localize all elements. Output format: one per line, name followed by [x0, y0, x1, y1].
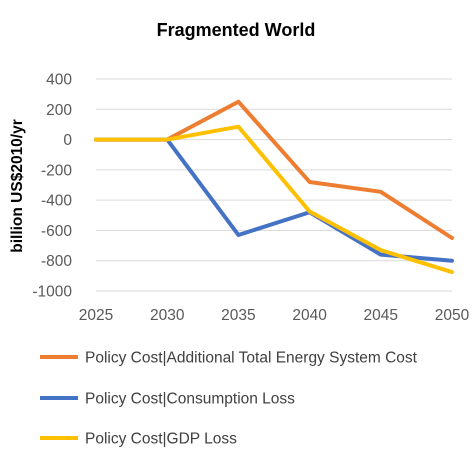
y-tick-label: 400: [46, 72, 72, 89]
y-tick-label: 0: [63, 132, 72, 149]
legend-label: Policy Cost|GDP Loss: [85, 431, 237, 448]
x-tick-label: 2040: [292, 307, 327, 324]
x-tick-label: 2030: [150, 307, 185, 324]
series-line-3: [94, 124, 454, 275]
y-tick-label: -1000: [32, 284, 72, 301]
chart-title: Fragmented World: [157, 20, 316, 40]
x-tick-label: 2050: [435, 307, 470, 324]
x-axis-ticks: 2025 2030 2035 2040 2045 2050: [79, 307, 470, 324]
x-tick-label: 2035: [221, 307, 255, 324]
gridlines: [96, 78, 452, 292]
y-axis-label: billion US$2010/yr: [9, 119, 26, 253]
plot-series: [94, 99, 454, 275]
legend: Policy Cost|Additional Total Energy Syst…: [40, 350, 418, 448]
y-tick-label: 200: [46, 102, 72, 119]
legend-label: Policy Cost|Additional Total Energy Syst…: [85, 350, 418, 367]
x-tick-label: 2025: [79, 307, 113, 324]
legend-label: Policy Cost|Consumption Loss: [85, 391, 295, 408]
y-tick-label: -200: [41, 162, 72, 179]
y-tick-label: -600: [41, 223, 72, 240]
y-tick-label: -800: [41, 253, 72, 270]
x-tick-label: 2045: [364, 307, 398, 324]
y-tick-label: -400: [41, 193, 72, 210]
y-axis-ticks: 400 200 0 -200 -400 -600 -800 -1000: [32, 72, 72, 301]
